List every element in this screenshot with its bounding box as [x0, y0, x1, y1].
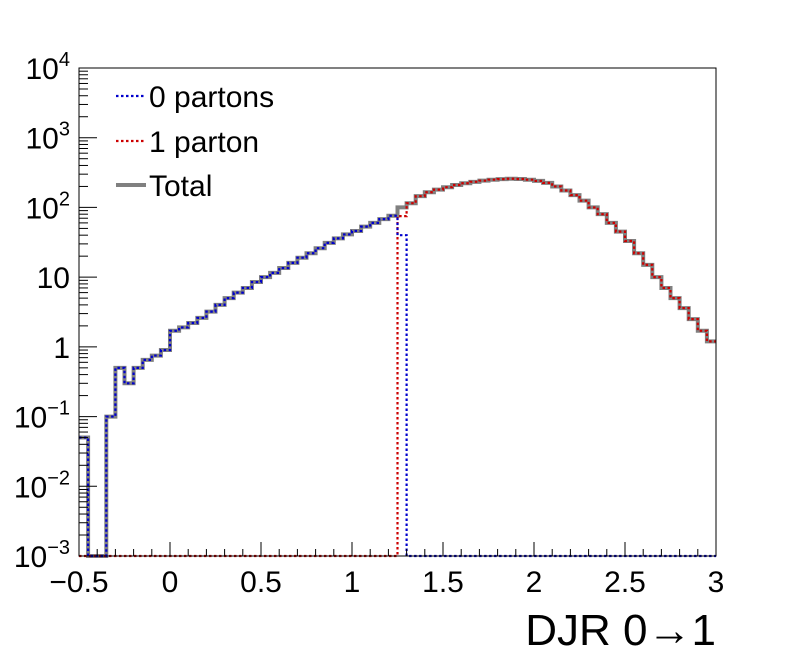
- y-tick-label: 102: [26, 188, 71, 225]
- x-tick-label: 1.5: [422, 566, 464, 599]
- axis-ticks: [78, 67, 717, 557]
- y-tick-label: 10−2: [14, 467, 70, 504]
- y-tick-label: 10−1: [14, 398, 70, 435]
- legend-label: 1 parton: [149, 126, 259, 159]
- x-tick-label: 2.5: [604, 566, 646, 599]
- y-tick-label: 104: [26, 49, 71, 86]
- y-tick-label: 103: [26, 119, 71, 156]
- series-line-1-parton: [79, 177, 716, 558]
- plot-frame: [78, 67, 717, 557]
- x-tick-label: −0.5: [49, 566, 108, 599]
- x-axis-title: DJR 0→1: [525, 606, 716, 655]
- legend-label: 0 partons: [149, 81, 274, 114]
- legend-label: Total: [149, 170, 212, 203]
- x-tick-label: 0.5: [240, 566, 282, 599]
- y-tick-labels: 10−3 10−2 10−1 1 10 102 103 104: [14, 49, 70, 574]
- x-tick-label: 2: [526, 566, 543, 599]
- x-tick-labels: −0.5 0 0.5 1 1.5 2 2.5 3: [49, 566, 724, 599]
- y-tick-label: 10: [37, 262, 70, 295]
- x-tick-label: 1: [344, 566, 361, 599]
- series-layer: [79, 176, 716, 558]
- legend: 0 partons 1 parton Total: [116, 81, 274, 203]
- x-tick-label: 3: [708, 566, 725, 599]
- series-line-0-partons: [79, 214, 716, 558]
- x-tick-label: 0: [162, 566, 179, 599]
- y-tick-label: 1: [53, 332, 70, 365]
- y-tick-label: 10−3: [14, 537, 70, 574]
